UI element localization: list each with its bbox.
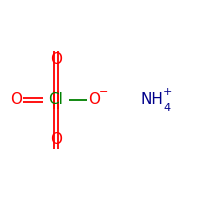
Text: NH: NH <box>141 92 163 108</box>
Text: O: O <box>10 92 22 108</box>
Text: O: O <box>50 132 62 148</box>
Text: +: + <box>162 87 172 97</box>
Text: Cl: Cl <box>49 92 63 108</box>
Text: 4: 4 <box>163 103 171 113</box>
Text: O: O <box>50 52 62 68</box>
Text: −: − <box>99 87 108 97</box>
Text: O: O <box>88 92 100 108</box>
